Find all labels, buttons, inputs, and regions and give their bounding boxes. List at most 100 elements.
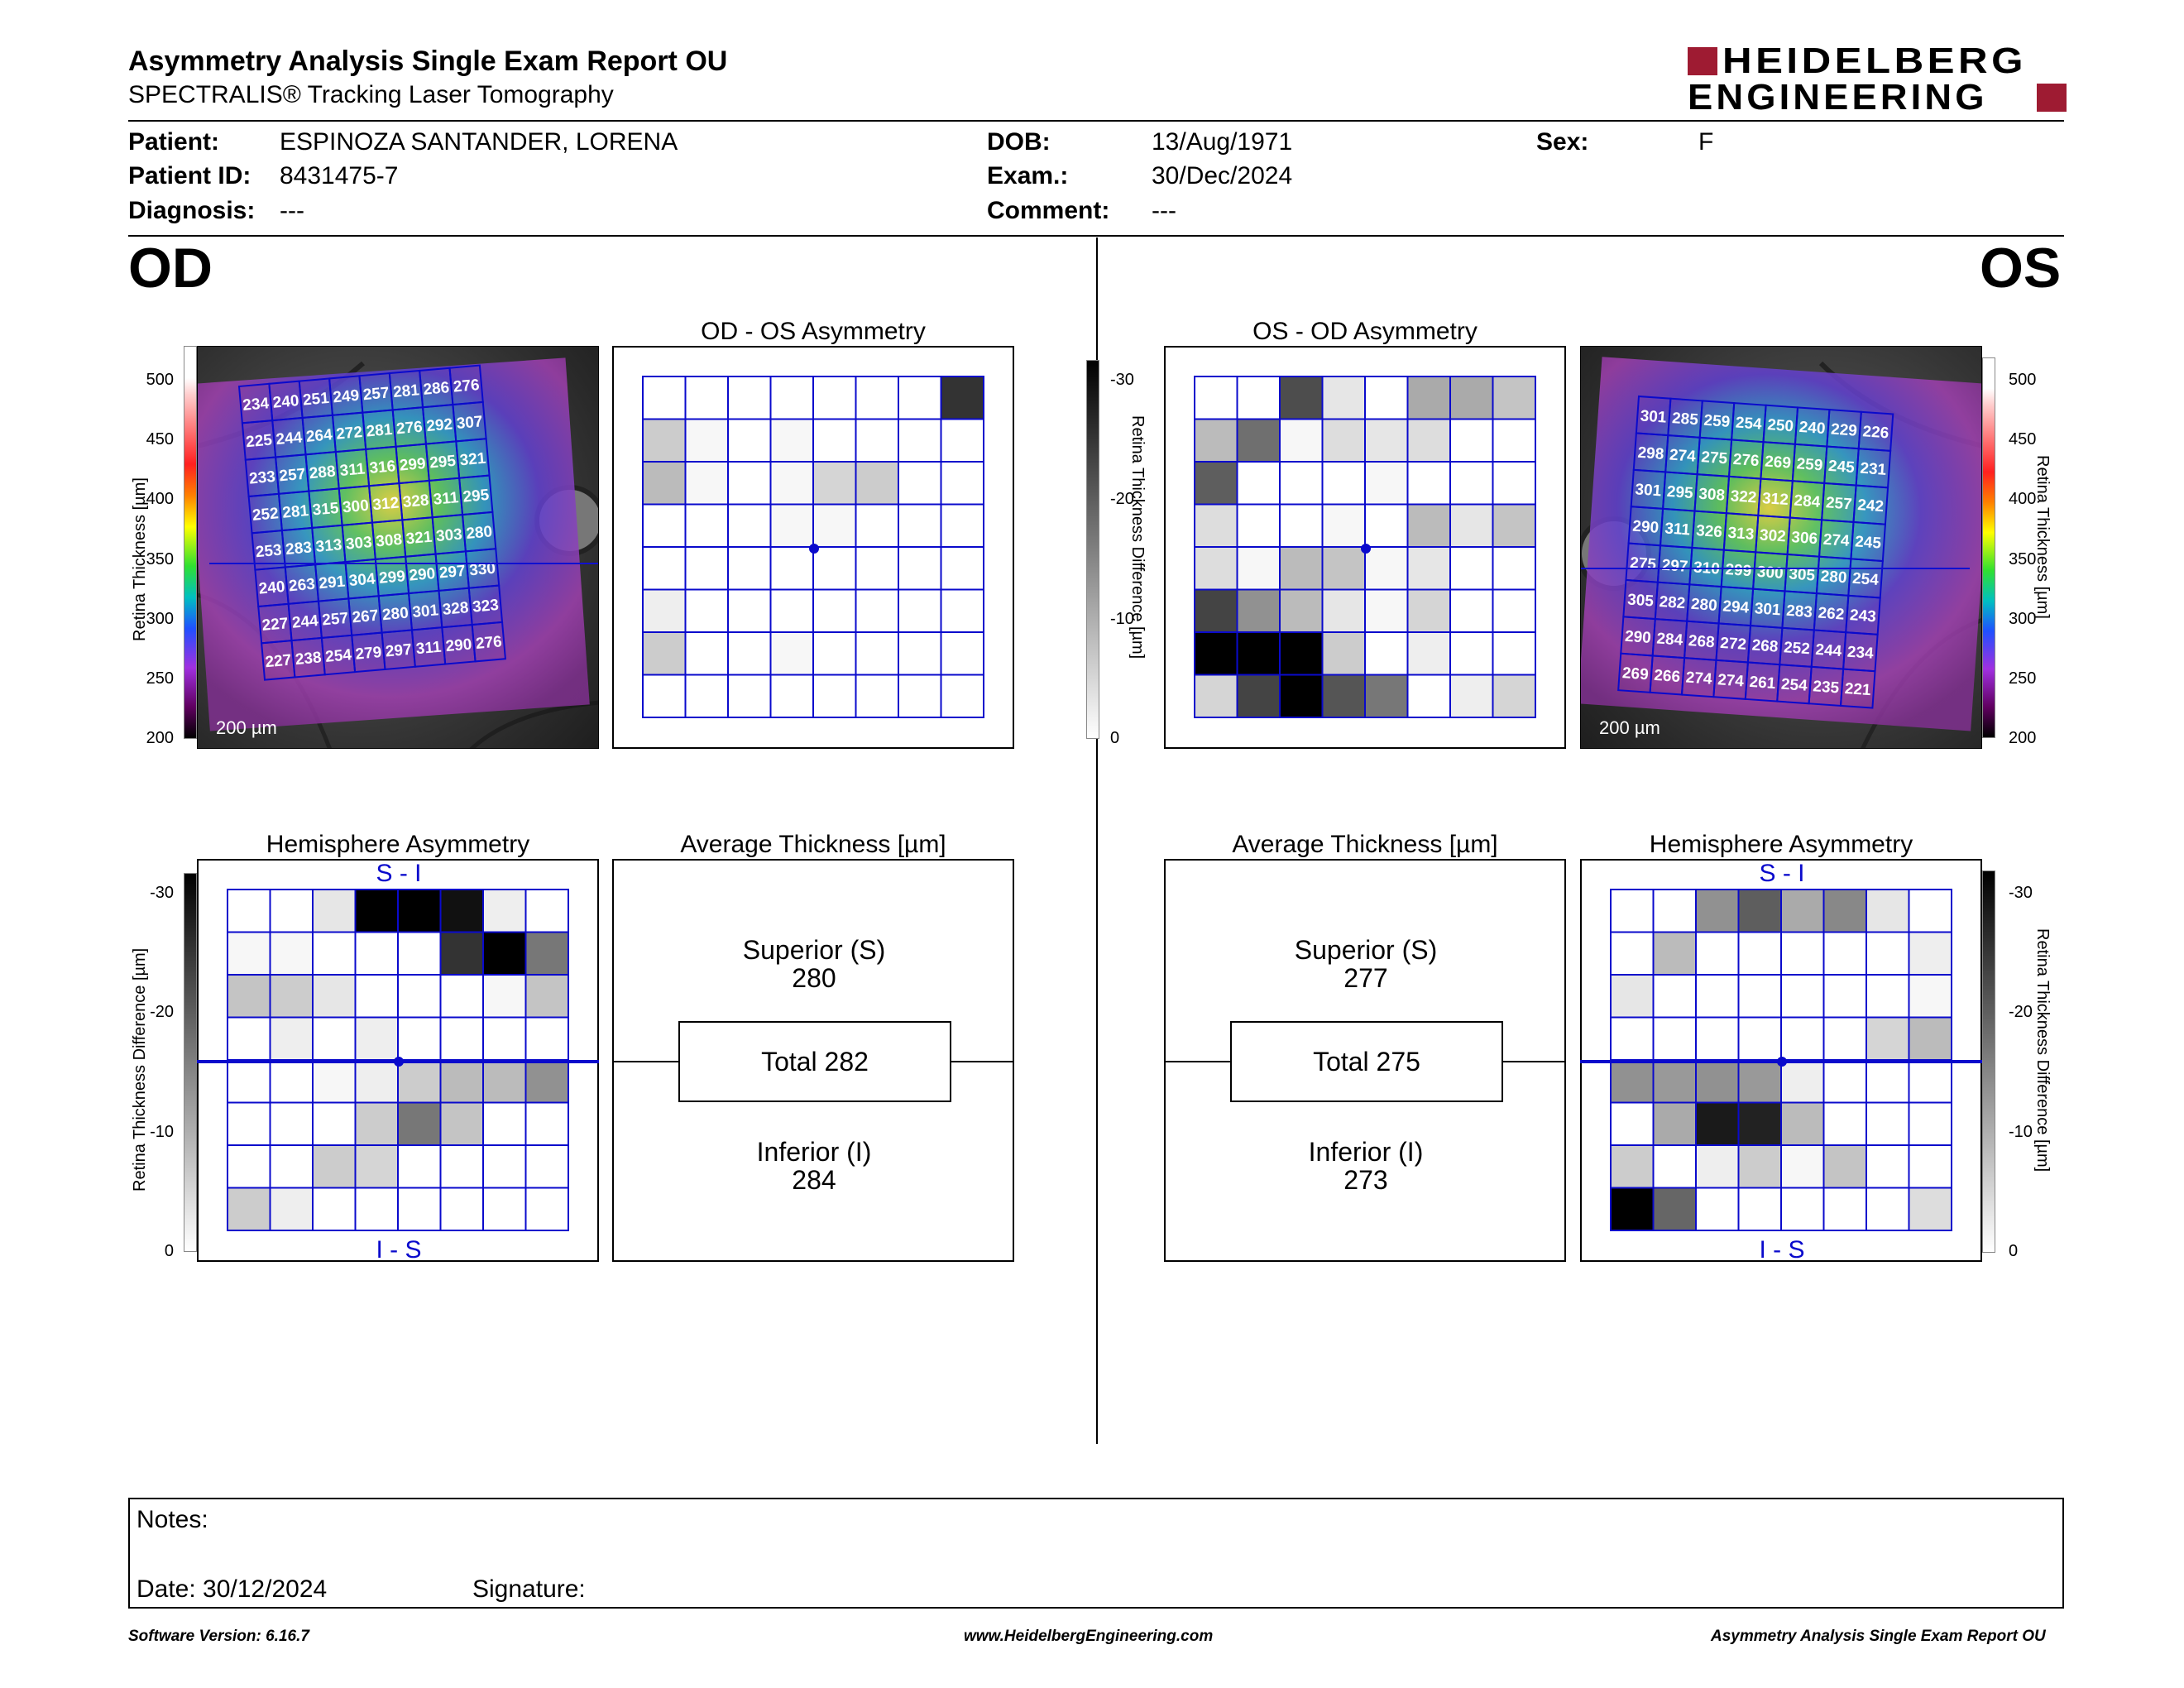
od-hemi-cell [354, 1016, 399, 1061]
od-inferior-value: 284 [792, 1165, 836, 1195]
os-thickness-value: 274 [1822, 531, 1851, 550]
od-asymmetry-cell [812, 546, 857, 591]
od-thickness-value: 316 [369, 458, 396, 477]
os-thickness-value: 257 [1825, 494, 1852, 513]
od-asymmetry-cell [642, 631, 687, 676]
os-hemi-title: Hemisphere Asymmetry [1649, 831, 1913, 858]
od-thickness-tick-label: 350 [146, 549, 174, 568]
od-asymmetry-cell [812, 503, 857, 548]
os-thickness-value: 280 [1690, 596, 1717, 615]
od-asymmetry-cell [855, 631, 899, 676]
os-hemi-cell [1866, 1101, 1910, 1146]
od-asymmetry-cell [769, 674, 814, 718]
os-hemi-grid [1610, 889, 1952, 1231]
od-asymmetry-cell [727, 546, 772, 591]
os-thickness-value: 285 [1671, 410, 1699, 429]
os-thickness-value: 274 [1685, 669, 1713, 688]
od-thickness-value: 307 [456, 413, 483, 433]
od-hemi-cell [312, 1016, 357, 1061]
od-asymmetry-cell [727, 418, 772, 463]
os-thickness-value: 252 [1783, 639, 1810, 658]
os-superior-value: 277 [1343, 963, 1388, 993]
od-thickness-value: 276 [475, 633, 502, 653]
os-asymmetry-cell [1364, 674, 1409, 718]
od-hemi-cell [354, 931, 399, 976]
od-thickness-value: 276 [453, 376, 480, 396]
od-hemi-cell [312, 1059, 357, 1104]
od-asymmetry-cell [898, 503, 942, 548]
od-asymmetry-cell [769, 503, 814, 548]
os-hemi-cell [1737, 1187, 1782, 1231]
os-asymmetry-cell [1236, 418, 1281, 463]
os-asymmetry-cell [1194, 418, 1238, 463]
os-asymmetry-cell [1364, 376, 1409, 420]
os-thickness-value: 301 [1635, 481, 1663, 500]
website-link[interactable]: www.HeidelbergEngineering.com [964, 1628, 1214, 1645]
os-asymmetry-cell [1194, 503, 1238, 548]
os-asymmetry-cell [1279, 418, 1324, 463]
od-thickness-value: 280 [466, 523, 493, 543]
os-asymmetry-cell [1364, 631, 1409, 676]
od-hemi-cell [482, 1101, 527, 1146]
report-title: Asymmetry Analysis Single Exam Report OU [128, 46, 728, 77]
os-asymmetry-cell [1279, 461, 1324, 506]
os-thickness-tick-label: 500 [2009, 371, 2037, 389]
od-asymmetry-cell [855, 376, 899, 420]
od-asymmetry-cell [940, 588, 984, 633]
od-hemi-cell [269, 974, 314, 1019]
od-hemi-cell [397, 1059, 442, 1104]
od-thickness-value: 257 [362, 385, 390, 405]
od-thickness-value: 249 [333, 387, 360, 407]
os-asymmetry-cell [1492, 588, 1536, 633]
od-asymmetry-cell [940, 631, 984, 676]
od-thickness-value: 308 [376, 531, 403, 551]
os-hemi-cell [1866, 1059, 1910, 1104]
od-hemi-cell [354, 1187, 399, 1231]
od-total-box: Total 282 [678, 1021, 951, 1102]
os-thickness-value: 295 [1666, 483, 1694, 502]
os-thickness-value: 259 [1703, 412, 1731, 431]
od-thickness-value: 328 [442, 599, 469, 619]
os-thickness-value: 259 [1796, 455, 1823, 474]
od-hemi-cell [227, 1016, 271, 1061]
od-hemi-cell [482, 1187, 527, 1231]
os-eye-label: OS [1980, 237, 2062, 300]
od-thickness-value: 323 [472, 597, 499, 616]
od-hemi-cell [354, 1101, 399, 1146]
od-hemi-cell [312, 1144, 357, 1189]
od-thickness-value: 240 [272, 392, 299, 412]
od-thickness-value: 225 [245, 432, 273, 452]
od-asymmetry-cell [684, 588, 729, 633]
os-hemi-cell [1610, 889, 1655, 933]
od-hemi-cell [482, 931, 527, 976]
os-asymmetry-cell [1194, 631, 1238, 676]
os-hemi-cell [1866, 889, 1910, 933]
os-hemi-cell [1822, 1059, 1867, 1104]
od-thickness-value: 290 [409, 565, 436, 585]
os-hemi-cell [1610, 1144, 1655, 1189]
od-hemi-cell [354, 1059, 399, 1104]
os-thickness-tick-label: 250 [2009, 669, 2037, 688]
od-hemi-tick-label: -10 [150, 1122, 174, 1141]
os-asymmetry-cell [1449, 546, 1494, 591]
od-hemi-cell [227, 1101, 271, 1146]
od-hemi-cell [524, 1101, 569, 1146]
od-asymmetry-cell [727, 588, 772, 633]
od-hemi-tick-label: -30 [150, 884, 174, 902]
os-thickness-value: 322 [1730, 487, 1757, 506]
od-hemi-cell [269, 1101, 314, 1146]
os-asymmetry-cell [1321, 418, 1366, 463]
os-asymmetry-cell [1321, 461, 1366, 506]
od-thickness-colorbar [184, 346, 197, 739]
od-asymmetry-cell [940, 546, 984, 591]
od-hemi-title: Hemisphere Asymmetry [266, 831, 530, 858]
od-asymmetry-cell [898, 631, 942, 676]
od-asymmetry-cell [898, 418, 942, 463]
os-asymmetry-cell [1236, 503, 1281, 548]
os-thickness-value: 290 [1624, 628, 1651, 647]
os-thickness-value: 311 [1664, 520, 1691, 539]
os-thickness-value: 231 [1860, 460, 1888, 479]
od-hemi-cell [482, 889, 527, 933]
od-hemi-cell [269, 1016, 314, 1061]
notes-box[interactable]: Notes: Date: 30/12/2024 Signature: [128, 1498, 2064, 1609]
